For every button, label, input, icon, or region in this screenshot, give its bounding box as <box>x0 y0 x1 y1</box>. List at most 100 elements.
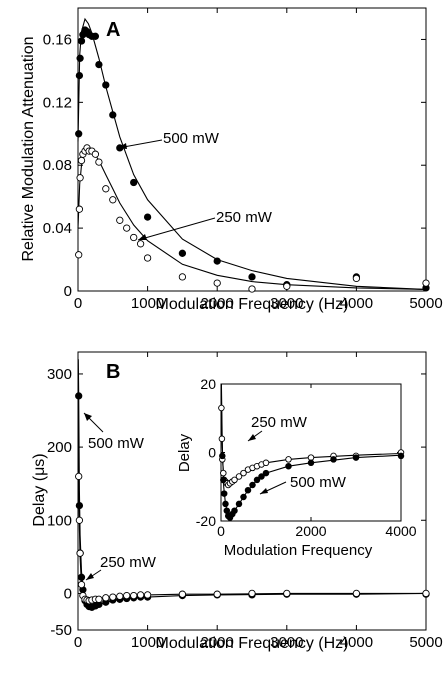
panel-b-point-250mw <box>109 593 117 601</box>
panel-b-point-500mw <box>75 392 83 400</box>
inset-y-axis-label: Delay <box>176 433 193 472</box>
panel-b-x-axis-label: Modulation Frequency (Hz) <box>156 635 349 652</box>
panel-a-point-250mw <box>213 279 221 287</box>
panel-b-point-250mw <box>248 589 256 598</box>
panel-b-y-tick-label: 100 <box>47 512 72 529</box>
inset-point-500mw <box>220 490 228 497</box>
inset-point-500mw <box>253 476 261 484</box>
inset-point-250mw <box>240 469 247 477</box>
panel-a-x-axis-label: Modulation Frequency (Hz) <box>156 296 349 313</box>
inset-arrowhead-250mw <box>248 434 256 441</box>
panel-b-point-250mw <box>116 592 124 600</box>
panel-a-point-250mw <box>352 274 361 283</box>
panel-b-x-tick-label: 4000 <box>340 634 373 651</box>
panel-b-frame <box>77 351 427 631</box>
inset-point-500mw <box>352 454 360 461</box>
panel-a-point-250mw <box>136 240 145 248</box>
panel-a-point-500mw <box>130 178 138 187</box>
panel-a-point-500mw <box>102 81 110 89</box>
panel-a-x-tick-label: 0 <box>74 295 82 312</box>
inset-point-250mw <box>285 456 292 463</box>
inset-point-500mw <box>249 481 256 489</box>
panel-a-point-250mw <box>75 205 84 213</box>
inset-point-500mw <box>223 507 231 514</box>
inset-background <box>216 383 401 528</box>
panel-b-point-250mw <box>178 590 187 598</box>
panel-a-point-250mw <box>178 273 187 281</box>
panel-a-point-500mw <box>95 60 103 69</box>
inset-y-tick-label: 20 <box>200 376 216 392</box>
panel-a-x-tick-label: 5000 <box>409 295 442 312</box>
panel-a-point-500mw <box>213 257 221 265</box>
panel-a-annotation-250mw: 250 mW <box>216 209 273 226</box>
panel-a-point-250mw <box>109 196 117 204</box>
inset-point-500mw <box>222 500 229 508</box>
panel-b-point-250mw <box>283 589 291 598</box>
inset-point-250mw <box>218 404 225 412</box>
panel-a-x-ticks: 0 1000 2000 3000 4000 5000 <box>74 8 443 312</box>
panel-b-point-250mw <box>102 594 110 602</box>
panel-b-point-500mw <box>75 501 84 510</box>
panel-a-point-500mw <box>178 249 187 257</box>
panel-a-arrow-250mw <box>137 217 216 241</box>
inset-y-tick-label: 0 <box>208 445 216 461</box>
panel-b-x-tick-label: 3000 <box>270 634 303 651</box>
panel-a-point-500mw <box>143 213 152 221</box>
panel-a-y-tick-label: 0.08 <box>43 157 72 174</box>
inset-point-250mw <box>262 459 270 467</box>
panel-b-x-tick-label: 5000 <box>409 634 442 651</box>
panel-b-label: B <box>106 361 120 383</box>
panel-b-x-ticks: 0 1000 2000 3000 4000 5000 <box>74 352 443 651</box>
panel-a-point-250mw <box>143 254 152 262</box>
inset-point-500mw <box>244 486 252 494</box>
panel-a-y-ticks: 0 0.04 0.08 0.12 0.16 <box>43 31 426 300</box>
panel-b-y-axis-label: Delay (μs) <box>31 453 48 526</box>
panel-b-point-250mw <box>143 591 152 599</box>
panel-b-point-250mw <box>213 590 221 598</box>
panel-b-arrowhead-250mw <box>86 573 94 580</box>
panel-a: 00.040.080.120.16 0 1000 2000 3000 4000 5000 … <box>20 7 443 313</box>
inset-point-500mw <box>262 469 270 477</box>
inset-point-500mw <box>330 456 337 463</box>
inset-y-tick-label: -20 <box>196 513 216 529</box>
panel-a-point-500mw <box>109 111 117 119</box>
panel-b-point-250mw <box>422 589 430 598</box>
panel-a-y-tick-label: 0.12 <box>43 94 72 111</box>
panel-a-y-axis-label: Relative Modulation Attenuation <box>20 36 37 261</box>
panel-b-annotation-500mw: 500 mW <box>88 435 145 452</box>
inset-annotation-250mw: 250 mW <box>251 414 308 431</box>
panel-b-point-250mw <box>75 516 84 524</box>
panel-b-point-250mw <box>75 472 83 481</box>
panel-a-point-250mw <box>75 251 83 259</box>
panel-a-point-250mw <box>102 185 110 193</box>
panel-a-point-250mw <box>77 156 86 165</box>
panel-a-point-250mw <box>248 285 256 293</box>
inset-point-250mw <box>220 469 227 477</box>
panel-b-point-250mw <box>76 549 84 557</box>
panel-b-x-tick-label: 1000 <box>131 634 164 651</box>
panel-a-point-250mw <box>422 279 430 287</box>
panel-b-point-250mw <box>95 595 103 603</box>
inset-point-500mw <box>285 462 292 470</box>
panel-b-arrowhead-500mw <box>84 413 92 421</box>
inset-x-tick-label: 2000 <box>295 523 326 539</box>
panel-a-points <box>75 26 430 293</box>
panel-b-points <box>75 392 430 611</box>
panel-a-annotation-500mw: 500 mW <box>163 130 220 147</box>
panel-b-point-250mw <box>136 591 145 599</box>
panel-a-fit-curve-500mw <box>77 17 427 290</box>
panel-b-x-tick-label: 0 <box>74 634 82 651</box>
inset-annotation-500mw: 500 mW <box>290 474 347 491</box>
inset-point-250mw <box>235 473 243 480</box>
panel-a-x-tick-label: 1000 <box>131 295 164 312</box>
panel-a-point-250mw <box>130 233 138 242</box>
panel-b-point-250mw <box>123 591 131 600</box>
panel-a-arrowhead-500mw <box>118 143 127 149</box>
inset-point-500mw <box>240 493 247 501</box>
panel-b-point-250mw <box>352 589 361 598</box>
panel-a-x-tick-label: 4000 <box>340 295 373 312</box>
panel-a-y-tick-label: 0.04 <box>43 220 72 237</box>
